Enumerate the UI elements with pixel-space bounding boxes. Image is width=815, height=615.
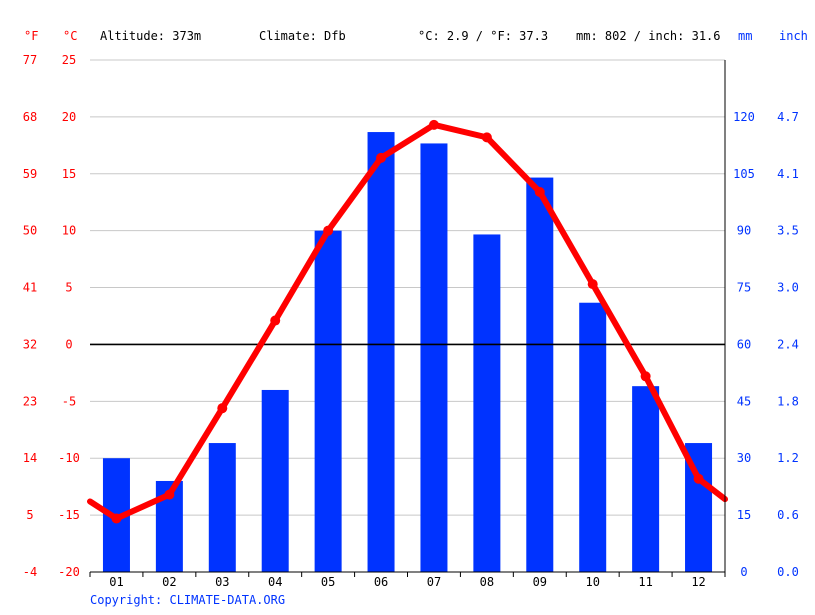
precipitation-bar [579, 302, 607, 572]
tick-labels: 2577206815591050541032-523-1014-155-20-4… [23, 53, 799, 589]
temperature-line [87, 121, 728, 522]
inch-tick-label: 1.8 [777, 394, 799, 408]
temperature-point [111, 513, 122, 524]
fahrenheit-tick-label: 32 [23, 337, 37, 351]
celsius-tick-label: -10 [58, 451, 80, 465]
temperature-point [376, 152, 387, 163]
fahrenheit-tick-label: -4 [23, 565, 37, 579]
month-tick-label: 12 [691, 575, 705, 589]
inch-tick-label: 0.0 [777, 565, 799, 579]
precipitation-bar [632, 386, 660, 572]
month-tick-label: 09 [533, 575, 547, 589]
fahrenheit-tick-label: 59 [23, 167, 37, 181]
temperature-point [323, 225, 334, 236]
precipitation-bar [420, 143, 448, 572]
precipitation-bar [314, 230, 342, 572]
precipitation-bar [367, 132, 395, 572]
inch-tick-label: 4.7 [777, 110, 799, 124]
fahrenheit-unit-label: °F [24, 29, 38, 43]
precipitation-bar [526, 177, 554, 572]
millimeter-tick-label: 45 [737, 394, 751, 408]
temperature-point [270, 315, 281, 326]
millimeter-tick-label: 60 [737, 337, 751, 351]
millimeter-tick-label: 15 [737, 508, 751, 522]
celsius-tick-label: 25 [62, 53, 76, 67]
grid-lines [90, 59, 725, 573]
fahrenheit-tick-label: 50 [23, 224, 37, 238]
month-tick-label: 01 [109, 575, 123, 589]
celsius-tick-label: -20 [58, 565, 80, 579]
precipitation-bar [208, 443, 236, 572]
copyright-text: Copyright: CLIMATE-DATA.ORG [90, 593, 285, 607]
temperature-point [534, 186, 545, 197]
millimeter-tick-label: 75 [737, 281, 751, 295]
month-tick-label: 06 [374, 575, 388, 589]
month-tick-label: 11 [638, 575, 652, 589]
celsius-tick-label: 15 [62, 167, 76, 181]
temperature-point [481, 132, 492, 143]
temperature-point [428, 119, 439, 130]
inch-tick-label: 1.2 [777, 451, 799, 465]
month-tick-label: 08 [480, 575, 494, 589]
inch-tick-label: 0.6 [777, 508, 799, 522]
millimeter-tick-label: 90 [737, 224, 751, 238]
altitude-label: Altitude: 373m [100, 29, 201, 43]
celsius-unit-label: °C [63, 29, 77, 43]
total-precipitation-label: mm: 802 / inch: 31.6 [576, 29, 721, 43]
month-tick-label: 05 [321, 575, 335, 589]
celsius-tick-label: 10 [62, 224, 76, 238]
inch-tick-label: 3.0 [777, 281, 799, 295]
celsius-tick-label: 5 [65, 281, 72, 295]
month-tick-label: 07 [427, 575, 441, 589]
fahrenheit-tick-label: 41 [23, 281, 37, 295]
temperature-point [164, 489, 175, 500]
temperature-point [693, 473, 704, 484]
month-tick-label: 03 [215, 575, 229, 589]
celsius-tick-label: 0 [65, 337, 72, 351]
celsius-tick-label: -15 [58, 508, 80, 522]
millimeter-tick-label: 120 [733, 110, 755, 124]
celsius-tick-label: -5 [62, 394, 76, 408]
precipitation-bar [261, 389, 289, 572]
temperature-point [640, 371, 651, 382]
millimeter-unit-label: mm [738, 29, 752, 43]
inch-tick-label: 3.5 [777, 224, 799, 238]
millimeter-tick-label: 105 [733, 167, 755, 181]
fahrenheit-tick-label: 5 [26, 508, 33, 522]
temperature-line-group [87, 119, 728, 524]
axis-lines [89, 60, 726, 577]
average-temperature-label: °C: 2.9 / °F: 37.3 [418, 29, 548, 43]
celsius-tick-label: 20 [62, 110, 76, 124]
fahrenheit-tick-label: 77 [23, 53, 37, 67]
climate-label: Climate: Dfb [259, 29, 346, 43]
fahrenheit-tick-label: 23 [23, 394, 37, 408]
month-tick-label: 04 [268, 575, 282, 589]
month-tick-label: 10 [585, 575, 599, 589]
inch-unit-label: inch [779, 29, 808, 43]
millimeter-tick-label: 30 [737, 451, 751, 465]
inch-tick-label: 4.1 [777, 167, 799, 181]
inch-tick-label: 2.4 [777, 337, 799, 351]
fahrenheit-tick-label: 14 [23, 451, 37, 465]
fahrenheit-tick-label: 68 [23, 110, 37, 124]
precipitation-bars [102, 132, 713, 572]
month-tick-label: 02 [162, 575, 176, 589]
temperature-point [217, 403, 228, 414]
millimeter-tick-label: 0 [740, 565, 747, 579]
precipitation-bar [473, 234, 501, 572]
temperature-point [587, 279, 598, 290]
